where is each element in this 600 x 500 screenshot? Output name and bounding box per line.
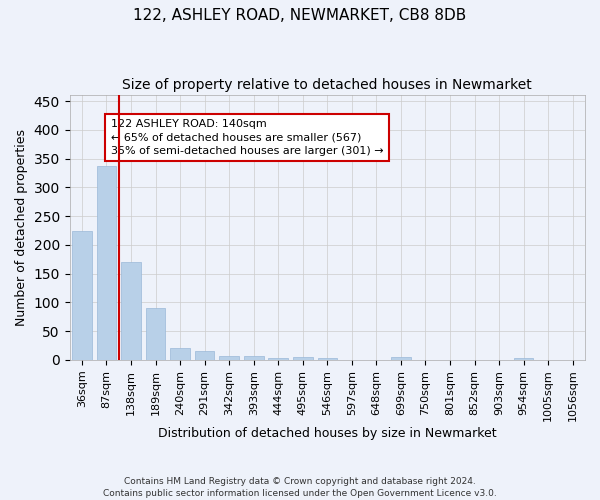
- Y-axis label: Number of detached properties: Number of detached properties: [15, 129, 28, 326]
- Bar: [220, 356, 239, 360]
- Bar: [121, 262, 141, 360]
- Text: Contains HM Land Registry data © Crown copyright and database right 2024.
Contai: Contains HM Land Registry data © Crown c…: [103, 476, 497, 498]
- Bar: [317, 358, 337, 360]
- Bar: [72, 230, 92, 360]
- Bar: [293, 357, 313, 360]
- Bar: [97, 166, 116, 360]
- Bar: [170, 348, 190, 360]
- Bar: [244, 356, 263, 360]
- Bar: [514, 358, 533, 360]
- Bar: [146, 308, 166, 360]
- Title: Size of property relative to detached houses in Newmarket: Size of property relative to detached ho…: [122, 78, 532, 92]
- Bar: [268, 358, 288, 360]
- Bar: [195, 352, 214, 360]
- Text: 122 ASHLEY ROAD: 140sqm
← 65% of detached houses are smaller (567)
35% of semi-d: 122 ASHLEY ROAD: 140sqm ← 65% of detache…: [111, 120, 383, 156]
- Bar: [391, 357, 411, 360]
- Text: 122, ASHLEY ROAD, NEWMARKET, CB8 8DB: 122, ASHLEY ROAD, NEWMARKET, CB8 8DB: [133, 8, 467, 22]
- X-axis label: Distribution of detached houses by size in Newmarket: Distribution of detached houses by size …: [158, 427, 497, 440]
